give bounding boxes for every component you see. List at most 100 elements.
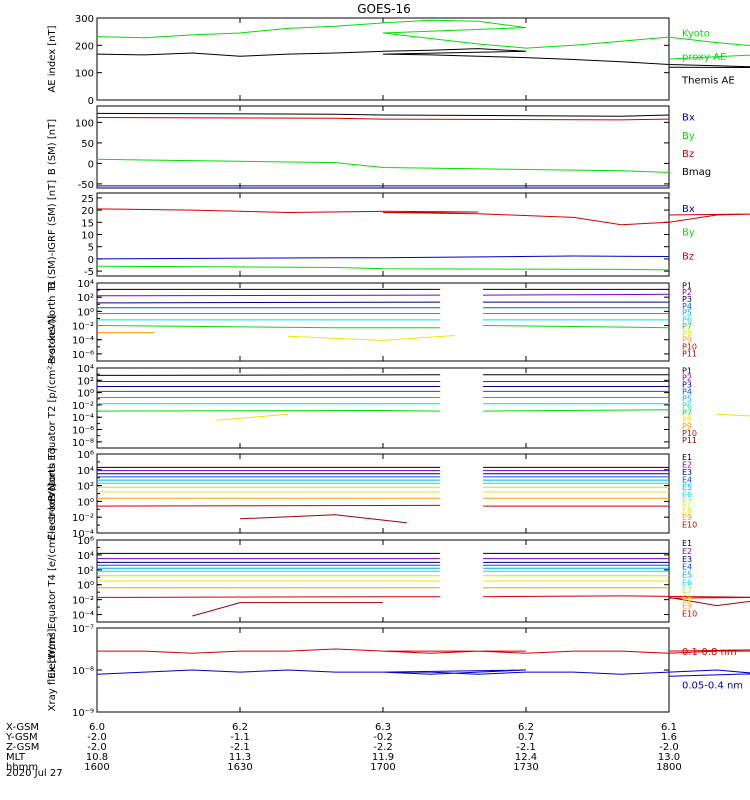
ephemeris-value: 12.4 [515,752,537,763]
series-line-0-1-0-8-nm [97,648,750,654]
legend-item: 0.1-0.8 nm [682,647,737,658]
ephemeris-value: 6.3 [375,722,391,733]
y-tick-label: 10² [77,482,94,493]
ephemeris-value: 6.2 [518,722,534,733]
y-tick-label: 10⁴ [77,279,94,290]
legend-item: P6 [682,401,692,410]
series-line-themis-ae [96,48,750,68]
y-tick-label: 10⁻² [72,401,94,412]
panel-frame [96,105,670,189]
ephemeris-value: -2.1 [230,742,250,753]
legend-item: P7 [682,322,692,331]
y-tick-label: 10⁻⁴ [72,336,94,347]
plot-title: GOES-16 [357,2,411,16]
panel-frame [96,453,670,534]
y-tick-label: 10⁰ [77,581,94,592]
panel-frame [96,367,670,449]
series-line-p7 [483,409,670,412]
y-tick-label: 10⁶ [77,450,94,461]
y-axis-label: Protons North T1 [47,280,58,364]
ephemeris-value: 6.0 [89,722,105,733]
series-line-p8 [287,335,455,341]
legend-item: P1 [682,367,692,376]
ephemeris-value: 13.0 [658,752,680,763]
y-tick-label: 50 [81,139,94,150]
y-tick-label: 10⁻² [72,596,94,607]
y-axis-label: Electrons North T3 [47,447,58,540]
ephemeris-value: -2.0 [659,742,679,753]
legend-item: Bx [682,204,695,215]
y-tick-label: 20 [81,206,94,217]
y-tick-label: 10⁴ [77,551,94,562]
ephemeris-table: X-GSM 6.0 6.2 6.3 6.2 6.1 Y-GSM -2.0 -1.1 -0.2 0.7… [5,722,682,773]
y-tick-label: 10⁻⁸ [72,438,94,449]
legend-item: E8 [682,594,692,603]
series-line-e10 [96,596,441,598]
y-tick-label: 100 [75,118,94,129]
legend-item: P2 [682,288,692,297]
legend-item: E3 [682,468,692,477]
y-tick-label: 25 [81,194,94,205]
legend-item: Bmag [682,167,711,178]
legend-item: P8 [682,415,692,424]
y-tick-label: 100 [75,69,94,80]
series-line-kyoto-proxy-ae [96,19,750,60]
ephemeris-value: 6.1 [661,722,677,733]
legend-item: P3 [682,295,692,304]
ephemeris-value: 10.8 [86,752,108,763]
ephemeris-value: 1700 [370,762,395,773]
y-axis-label: B (SM)-IGRF (SM) [nT] [47,180,58,289]
legend-item: E7 [682,586,692,595]
series-line-e10 [483,595,750,599]
ephemeris-value: -1.1 [230,732,250,743]
y-tick-label: 10⁻⁴ [72,611,94,622]
y-tick-label: 300 [75,14,94,25]
y-tick-label: 10⁻² [72,322,94,333]
legend-item: E5 [682,570,692,579]
ephemeris-value: 11.9 [372,752,394,763]
legend-item: P9 [682,336,692,345]
legend-item: P6 [682,315,692,324]
y-tick-label: 0 [88,96,94,107]
y-tick-label: 10 [81,231,94,242]
y-tick-label: 0 [88,255,94,266]
series-line-p1 [96,374,441,376]
y-tick-label: 10⁰ [77,389,94,400]
legend-item: E6 [682,578,692,587]
ephemeris-value: 6.2 [232,722,248,733]
series-line-p8 [216,413,288,421]
series-line-e11 [192,602,383,617]
ephemeris-value: -2.0 [87,732,107,743]
legend-item: Bz [682,149,694,160]
ephemeris-value: -2.0 [87,742,107,753]
legend-item: Bx [682,113,695,124]
legend-item: P10 [682,429,697,438]
ephemeris-row-label: Z-GSM [6,742,39,753]
legend-item: By [682,228,695,239]
y-tick-label: 15 [81,218,94,229]
series-line-p2 [483,293,670,296]
legend-item: E1 [682,453,692,462]
legend-item: P4 [682,387,692,396]
legend-item: Kyoto [682,29,710,40]
legend-item: P9 [682,422,692,431]
y-tick-label: 10⁻⁷ [72,624,94,635]
ephemeris-row-label: Y-GSM [5,732,38,743]
legend-item: E8 [682,506,692,515]
legend-item: E2 [682,547,692,556]
ephemeris-value: -2.1 [516,742,536,753]
y-tick-label: 10⁻⁶ [72,426,94,437]
legend-item: E10 [682,521,697,530]
ephemeris-value: 11.3 [229,752,251,763]
ephemeris-value: 1630 [227,762,252,773]
y-axis-label: Protons Equator T2 [p/(cm²-s-sr-keV)] [47,315,58,502]
legend-item: P5 [682,394,692,403]
legend-item: P10 [682,342,697,351]
series-line-e10 [96,504,441,507]
legend-item: E7 [682,498,692,507]
